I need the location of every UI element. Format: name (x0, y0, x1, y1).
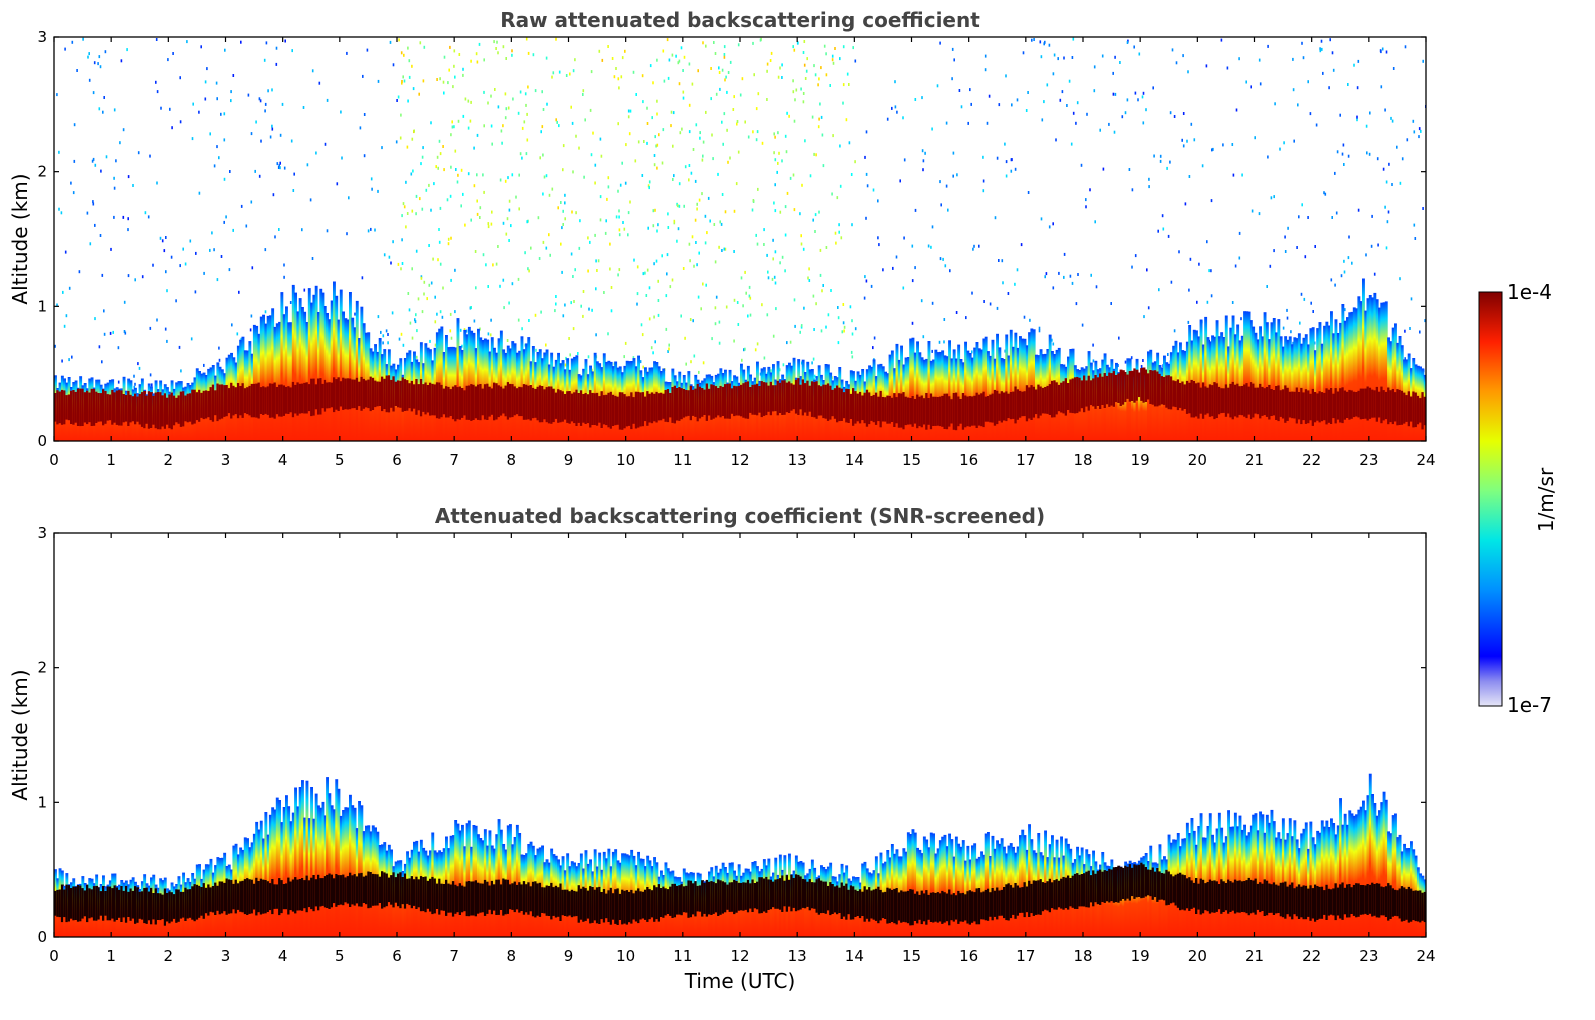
x-tick-label: 2 (164, 451, 174, 469)
x-tick-label: 12 (730, 451, 749, 469)
x-tick-label: 23 (1359, 947, 1378, 965)
x-tick-label: 3 (221, 947, 231, 965)
x-tick-label: 4 (278, 451, 288, 469)
raw-backscatter-panel: Raw attenuated backscattering coefficien… (8, 8, 1436, 469)
colorbar-unit-label: 1/m/sr (1534, 467, 1558, 532)
x-tick-label: 10 (616, 451, 635, 469)
raw-panel-title: Raw attenuated backscattering coefficien… (500, 8, 980, 32)
x-tick-label: 15 (902, 451, 921, 469)
x-tick-label: 1 (106, 947, 116, 965)
x-tick-label: 20 (1188, 451, 1207, 469)
screened-panel-title: Attenuated backscattering coefficient (S… (435, 504, 1045, 528)
x-tick-label: 8 (507, 451, 517, 469)
screened-heatmap (54, 773, 1426, 937)
x-tick-label: 5 (335, 947, 345, 965)
y-tick-label: 2 (37, 659, 47, 677)
colorbar-gradient (1478, 291, 1503, 707)
x-tick-label: 0 (49, 947, 59, 965)
x-tick-label: 17 (1016, 947, 1035, 965)
x-tick-label: 22 (1302, 451, 1321, 469)
x-tick-label: 0 (49, 451, 59, 469)
x-tick-label: 1 (106, 451, 116, 469)
x-tick-label: 21 (1245, 947, 1264, 965)
x-tick-label: 14 (845, 451, 864, 469)
x-tick-label: 19 (1131, 451, 1150, 469)
colorbar-max-label: 1e-4 (1507, 280, 1552, 304)
x-tick-label: 8 (507, 947, 517, 965)
x-tick-label: 23 (1359, 451, 1378, 469)
x-tick-label: 11 (673, 451, 692, 469)
x-tick-label: 19 (1131, 947, 1150, 965)
y-tick-label: 3 (37, 524, 47, 542)
x-tick-label: 5 (335, 451, 345, 469)
x-tick-label: 3 (221, 451, 231, 469)
colorbar-min-label: 1e-7 (1507, 693, 1552, 717)
x-tick-label: 11 (673, 947, 692, 965)
y-tick-label: 1 (37, 793, 47, 811)
y-tick-label: 0 (37, 432, 47, 450)
x-tick-label: 6 (392, 451, 402, 469)
x-tick-label: 2 (164, 947, 174, 965)
aerosol-layer (54, 773, 1426, 937)
x-tick-label: 24 (1416, 947, 1435, 965)
x-tick-label: 10 (616, 947, 635, 965)
y-tick-label: 0 (37, 928, 47, 946)
raw-y-axis-label: Altitude (km) (8, 173, 32, 304)
screened-y-axis-label: Altitude (km) (8, 669, 32, 800)
screened-backscatter-panel: Attenuated backscattering coefficient (S… (8, 504, 1436, 993)
x-axis-label: Time (UTC) (684, 969, 796, 993)
x-tick-label: 20 (1188, 947, 1207, 965)
y-tick-label: 3 (37, 28, 47, 46)
x-tick-label: 15 (902, 947, 921, 965)
x-tick-label: 16 (959, 947, 978, 965)
x-tick-label: 13 (788, 451, 807, 469)
x-tick-label: 21 (1245, 451, 1264, 469)
y-tick-label: 1 (37, 297, 47, 315)
x-tick-label: 18 (1073, 451, 1092, 469)
x-tick-label: 6 (392, 947, 402, 965)
raw-heatmap (54, 37, 1426, 441)
y-tick-label: 2 (37, 163, 47, 181)
x-tick-label: 7 (449, 451, 459, 469)
x-tick-label: 7 (449, 947, 459, 965)
x-tick-label: 13 (788, 947, 807, 965)
x-tick-label: 4 (278, 947, 288, 965)
x-tick-label: 12 (730, 947, 749, 965)
x-tick-label: 14 (845, 947, 864, 965)
x-tick-label: 22 (1302, 947, 1321, 965)
x-tick-label: 9 (564, 947, 574, 965)
x-tick-label: 24 (1416, 451, 1435, 469)
x-tick-label: 17 (1016, 451, 1035, 469)
x-tick-label: 16 (959, 451, 978, 469)
x-tick-label: 9 (564, 451, 574, 469)
colorbar: 1e-4 1e-7 1/m/sr (1478, 280, 1558, 717)
aerosol-layer (54, 278, 1426, 441)
x-tick-label: 18 (1073, 947, 1092, 965)
